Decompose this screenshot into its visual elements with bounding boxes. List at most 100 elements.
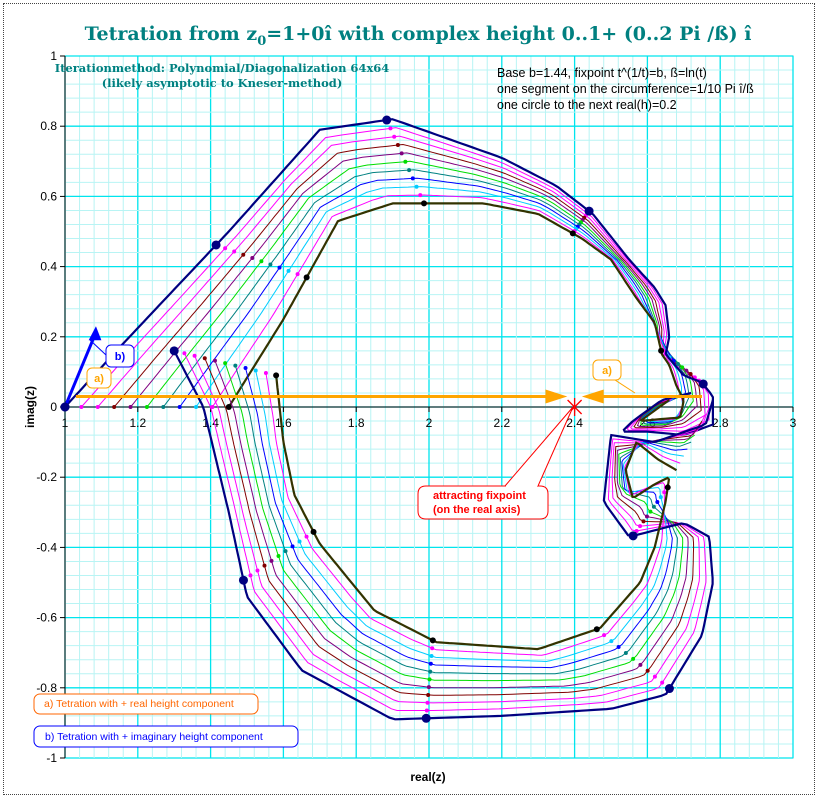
x-tick-label: 1.2 [129, 416, 146, 430]
lower-curve-marker [631, 656, 636, 661]
y-tick-label: -0.4 [36, 540, 57, 554]
upper-curve-6 [162, 169, 690, 425]
lower-curve-marker [424, 708, 429, 713]
y-tick-label: 1 [50, 49, 57, 63]
upper-curve-marker [268, 262, 273, 267]
upper-curve-3 [113, 143, 702, 429]
arrowhead-left [581, 389, 604, 404]
callout-a-right-text: a) [602, 365, 612, 377]
arrowhead-right [545, 389, 568, 404]
upper-curve-marker [79, 405, 84, 409]
x-tick-label: 2.8 [712, 416, 729, 430]
lower-curve-marker [645, 668, 650, 673]
lower-curve-marker [202, 356, 207, 361]
upper-curve-marker [241, 252, 246, 257]
legend-note-a-text: a) Tetration with + real height componen… [44, 698, 234, 710]
upper-curve-marker [680, 365, 685, 370]
y-tick-label: -0.2 [36, 470, 57, 484]
upper-curve-marker [414, 184, 419, 189]
upper-curve-marker [223, 246, 228, 251]
x-tick-label: 1.6 [275, 416, 292, 430]
start-point-marker [60, 402, 70, 412]
upper-outer-marker [211, 240, 221, 250]
subtitle-line-2: (likely asymptotic to Kneser-method) [102, 76, 343, 90]
x-tick-label: 2.2 [493, 416, 510, 430]
arrows [60, 326, 702, 416]
upper-curve-marker [232, 249, 237, 254]
imag-height-arrow [63, 336, 96, 408]
x-axis-title: real(z) [410, 770, 445, 784]
y-tick-label: 0 [50, 400, 57, 414]
fixpoint-label-2: (on the real axis) [433, 504, 521, 516]
upper-inner-curve [227, 202, 685, 422]
lower-curve-marker [243, 366, 248, 371]
lower-curve-marker [634, 529, 639, 534]
upper-inner-marker [303, 274, 310, 281]
curves [60, 115, 714, 723]
y-tick-label: -1 [46, 751, 57, 765]
upper-curve-marker [418, 193, 423, 198]
upper-curve-marker [403, 159, 408, 164]
lower-curve-marker [426, 692, 431, 697]
y-tick-label: 0.4 [40, 260, 57, 274]
x-tick-label: 1.8 [348, 416, 365, 430]
lower-outer-marker [628, 531, 638, 541]
upper-curve-marker [161, 405, 166, 409]
lower-curve-marker [426, 685, 431, 690]
lower-curve-marker [263, 370, 268, 375]
lower-curve-marker [641, 519, 646, 524]
lower-curve-marker [623, 650, 628, 655]
upper-curve-9 [211, 194, 684, 421]
upper-curve-marker [675, 362, 680, 367]
lower-curve-marker [297, 539, 302, 544]
lower-curve-marker [616, 645, 621, 650]
lower-curve-marker [638, 662, 643, 667]
fixpoint-label-1: attracting fixpoint [433, 490, 526, 502]
lower-curve-marker [662, 490, 667, 495]
x-tick-label: 1 [62, 416, 69, 430]
imag-arrowhead [88, 326, 102, 341]
y-tick-label: -0.6 [36, 611, 57, 625]
lower-outer-marker [421, 713, 431, 723]
upper-inner-marker [421, 200, 428, 207]
fixpoint-callout: attracting fixpoint (on the real axis) [417, 406, 574, 520]
lower-curve-4 [214, 360, 699, 689]
lower-curve-marker [602, 633, 607, 638]
lower-curve-2 [194, 355, 707, 704]
lower-inner-marker [310, 528, 317, 535]
y-tick-label: 0.6 [40, 189, 57, 203]
upper-curve-marker [194, 405, 199, 409]
grid [64, 55, 794, 759]
lower-curve-marker [269, 558, 274, 563]
lower-curve-marker [262, 563, 267, 568]
lower-inner-marker [593, 626, 600, 633]
lower-curve-marker [276, 554, 281, 559]
upper-inner-marker [658, 347, 665, 354]
lower-curve-marker [658, 495, 663, 500]
upper-curve-marker [410, 176, 415, 181]
upper-curve-marker [210, 405, 215, 409]
info-line-1: Base b=1.44, fixpoint t^(1/t)=b, ß=ln(t) [497, 66, 707, 80]
lower-curve-marker [304, 534, 309, 539]
lower-outer-marker [169, 346, 179, 356]
lower-curve-marker [192, 353, 197, 358]
lower-curve-1 [183, 353, 710, 711]
callout-b-text: b) [115, 351, 126, 363]
callout-b: b) [89, 339, 135, 368]
chart-title: Tetration from z0=1+0î with complex heig… [85, 23, 753, 49]
x-tick-label: 3 [790, 416, 797, 430]
upper-curve-marker [277, 265, 282, 270]
lower-outer-marker [238, 575, 248, 585]
upper-curve-8 [195, 186, 684, 423]
upper-curve-marker [684, 368, 689, 373]
info-line-2: one segment on the circumference=1/10 Pi… [497, 82, 754, 96]
lower-curve-marker [233, 363, 238, 368]
x-tick-label: 2 [426, 416, 433, 430]
upper-inner-marker [569, 230, 576, 237]
lower-curve-marker [182, 351, 187, 356]
upper-curve-marker [112, 405, 117, 409]
lower-curve-marker [425, 700, 430, 705]
lower-curve-marker [652, 674, 657, 679]
